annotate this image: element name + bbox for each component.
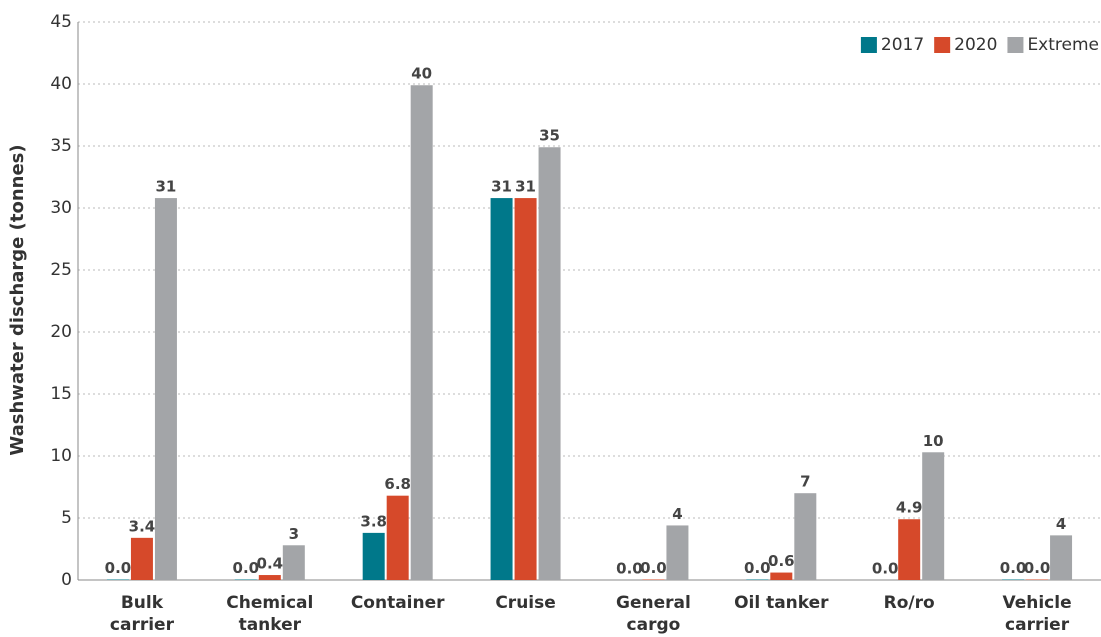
x-tick-label: General cargo — [616, 593, 691, 635]
legend-label: 2017 — [881, 35, 924, 55]
value-label: 3 — [289, 525, 299, 543]
value-label: 31 — [491, 178, 512, 196]
bar — [258, 575, 281, 580]
value-label: 6.8 — [384, 475, 411, 493]
value-label: 35 — [539, 127, 560, 145]
x-tick-label: Ro/ro — [884, 593, 935, 613]
bar — [154, 198, 177, 580]
bar — [514, 198, 537, 580]
y-tick-label: 45 — [50, 12, 72, 32]
legend-swatch — [1007, 37, 1024, 53]
bar — [386, 495, 409, 580]
legend-swatch — [860, 37, 877, 53]
x-tick-label: Oil tanker — [734, 593, 829, 613]
y-tick-label: 25 — [50, 260, 72, 280]
y-tick-label: 15 — [50, 384, 72, 404]
value-label: 0.0 — [233, 559, 260, 577]
bar — [362, 532, 385, 580]
value-label: 3.4 — [129, 517, 156, 535]
y-tick-label: 5 — [61, 508, 72, 528]
y-tick-label: 30 — [50, 198, 72, 218]
x-tick-label: Vehicle carrier — [1003, 593, 1072, 635]
value-label: 31 — [515, 178, 536, 196]
value-label: 0.6 — [768, 552, 795, 570]
y-axis-label: Washwater discharge (tonnes) — [7, 144, 28, 455]
x-tick-label: Bulk carrier — [110, 593, 175, 635]
value-label: 4.9 — [896, 499, 923, 517]
legend-label: 2020 — [954, 35, 997, 55]
x-tick-label: Chemical tanker — [226, 593, 313, 635]
legend-swatch — [934, 37, 951, 53]
y-tick-label: 20 — [50, 322, 72, 342]
y-tick-label: 40 — [50, 74, 72, 94]
value-label: 0.0 — [1000, 559, 1027, 577]
value-label: 0.0 — [1024, 559, 1051, 577]
value-label: 31 — [156, 178, 177, 196]
value-label: 10 — [923, 432, 944, 450]
bar — [898, 519, 921, 580]
bar — [538, 147, 561, 581]
bar — [770, 572, 793, 580]
bar — [410, 85, 433, 581]
value-label: 4 — [1056, 515, 1066, 533]
bar — [1050, 535, 1073, 580]
value-label: 3.8 — [360, 512, 387, 530]
value-label: 0.0 — [616, 560, 643, 578]
value-label: 40 — [411, 65, 432, 83]
value-label: 0.0 — [640, 559, 667, 577]
x-tick-label: Cruise — [495, 593, 555, 613]
bar — [282, 545, 305, 580]
value-label: 0.0 — [105, 559, 132, 577]
value-label: 4 — [672, 505, 682, 523]
y-tick-label: 35 — [50, 136, 72, 156]
y-tick-label: 10 — [50, 446, 72, 466]
value-label: 0.4 — [257, 555, 284, 573]
x-tick-label: Container — [351, 593, 445, 613]
bar — [922, 452, 945, 580]
bar — [130, 537, 153, 580]
value-label: 7 — [800, 473, 810, 491]
bar — [666, 525, 689, 580]
value-label: 0.0 — [744, 559, 771, 577]
legend-label: Extreme — [1027, 35, 1099, 55]
value-label: 0.0 — [872, 560, 899, 578]
bar — [794, 493, 817, 580]
bar — [490, 198, 513, 580]
y-tick-label: 0 — [61, 570, 72, 590]
